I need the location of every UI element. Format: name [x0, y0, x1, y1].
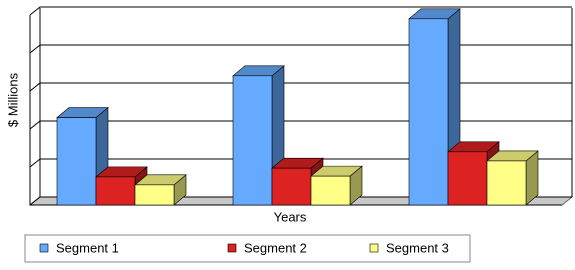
grid-line — [29, 82, 572, 92]
legend — [24, 234, 471, 263]
grid-line — [29, 158, 572, 168]
x-axis-label: Years — [274, 209, 307, 224]
legend-swatch — [369, 243, 379, 253]
bar — [232, 75, 273, 206]
legend-swatch — [227, 243, 237, 253]
y-axis-label: $ Millions — [5, 72, 20, 127]
bar — [310, 175, 351, 206]
legend-label: Segment 1 — [56, 240, 119, 255]
bar — [271, 167, 312, 206]
legend-label: Segment 3 — [386, 240, 449, 255]
grid-line — [29, 196, 572, 206]
bar — [408, 18, 449, 206]
grid-line — [29, 44, 572, 54]
bar — [95, 176, 136, 206]
grid-line — [29, 120, 572, 130]
bar — [486, 160, 527, 206]
legend-swatch — [39, 243, 49, 253]
bar — [56, 117, 97, 206]
bar — [447, 151, 488, 206]
bar — [134, 184, 175, 206]
legend-label: Segment 2 — [244, 240, 307, 255]
grid-line — [29, 6, 572, 16]
